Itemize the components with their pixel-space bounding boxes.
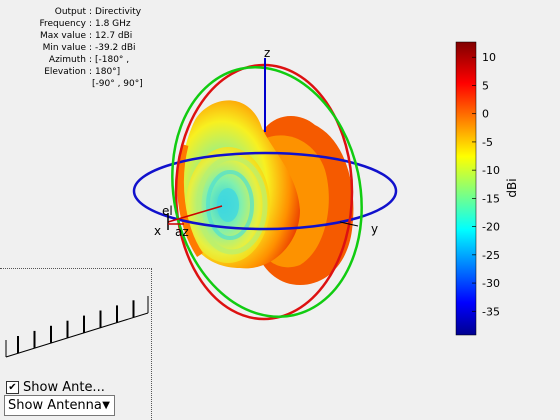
colorbar-tick-label: -25 <box>482 249 500 262</box>
info-row-output: Output: Directivity <box>54 7 142 17</box>
info-row-frequency: Frequency:1.8 GHz <box>39 19 131 29</box>
x-axis-label: x <box>154 224 161 238</box>
pattern-ring <box>206 170 254 240</box>
side-circle <box>171 65 363 319</box>
pattern-surface <box>176 100 354 285</box>
colorbar-gradient <box>455 41 477 336</box>
azimuth-circle <box>132 151 398 231</box>
colorbar-tick-label: 5 <box>482 79 489 92</box>
colorbar-tick-label: 10 <box>482 51 496 64</box>
info-row-elevation-range: [-90° , 90°] <box>92 79 143 89</box>
colorbar-tick-label: -35 <box>482 305 500 318</box>
info-row-azimuth: Azimuth: [-180° , <box>48 55 130 65</box>
az-label: az <box>175 225 189 239</box>
chevron-down-icon: ▼ <box>102 400 110 411</box>
colorbar-label: dBi <box>505 178 519 197</box>
colorbar-ticks: 10 5 0 -5 -10 -15 -20 -25 -30 -35 <box>472 51 500 318</box>
x-axis-line <box>167 205 223 223</box>
show-antenna-dropdown-value: Show Antenna <box>8 398 102 413</box>
z-axis-label: z <box>264 46 270 60</box>
y-axis-line <box>339 221 359 227</box>
antenna-ground-line <box>5 312 149 358</box>
antenna-elements <box>17 300 135 353</box>
colorbar-tick-label: -30 <box>482 277 500 290</box>
y-axis-label: y <box>371 222 378 236</box>
antenna-preview-drawing <box>5 296 149 358</box>
info-row-elevation: Elevation:180°] <box>44 67 121 77</box>
antenna-preview-panel <box>0 268 152 420</box>
checkbox-box[interactable]: ✔ <box>6 381 19 394</box>
colorbar-tick-label: 0 <box>482 108 489 121</box>
colorbar-tick-label: -10 <box>482 164 500 177</box>
pattern-edge <box>176 144 203 257</box>
info-row-min-value: Min value: -39.2 dBi <box>42 43 136 53</box>
show-antenna-checkbox-label: Show Ante... <box>23 380 105 395</box>
colorbar-tick-label: -15 <box>482 192 500 205</box>
el-label: el <box>162 204 173 218</box>
pattern-ring <box>196 155 268 255</box>
colorbar: 10 5 0 -5 -10 -15 -20 -25 -30 -35 dBi <box>455 41 519 336</box>
show-antenna-checkbox[interactable]: ✔ Show Ante... <box>6 380 105 395</box>
info-row-max-value: Max value:12.7 dBi <box>39 31 133 41</box>
pattern-ring <box>217 188 239 222</box>
colorbar-tick-label: -5 <box>482 136 493 149</box>
show-antenna-dropdown[interactable]: Show Antenna ▼ <box>4 395 115 416</box>
pattern-info-panel: Output: Directivity Frequency:1.8 GHz Max… <box>0 6 170 90</box>
colorbar-tick-label: -20 <box>482 221 500 234</box>
